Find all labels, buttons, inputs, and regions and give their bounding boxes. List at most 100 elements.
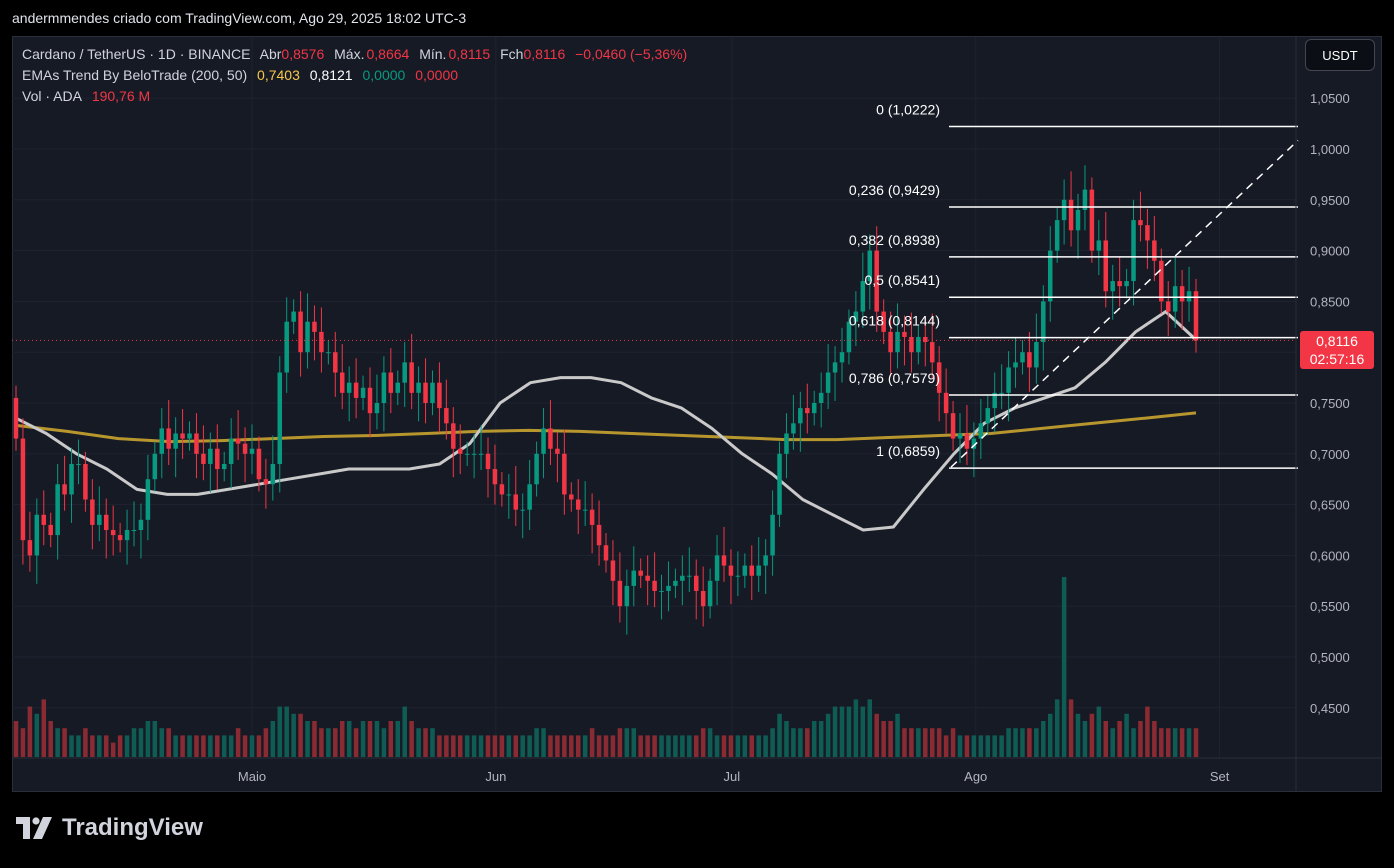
candle-body xyxy=(735,575,741,577)
volume-bar xyxy=(1165,728,1171,757)
candle-body xyxy=(513,494,519,510)
volume-bar xyxy=(811,721,817,757)
volume-bar xyxy=(749,735,755,757)
volume-bar xyxy=(1186,728,1192,757)
candle-body xyxy=(1145,225,1150,241)
volume-bar xyxy=(1110,728,1115,757)
volume-bar xyxy=(707,728,713,757)
candle-body xyxy=(1138,220,1143,226)
candle-body xyxy=(562,453,567,495)
volume-bar xyxy=(1159,728,1164,757)
volume-bar xyxy=(693,735,699,757)
candle-body xyxy=(55,484,60,536)
candle-body xyxy=(346,382,352,393)
volume-bar xyxy=(215,735,220,757)
volume-bar xyxy=(784,721,789,757)
volume-bar xyxy=(603,735,609,757)
chart-frame[interactable] xyxy=(12,36,1382,792)
volume-bars xyxy=(13,577,1199,757)
candle-body xyxy=(596,524,602,546)
candle-body xyxy=(166,428,171,449)
ema-indicator-name[interactable]: EMAs Trend By BeloTrade (200, 50) xyxy=(22,67,248,83)
volume-bar xyxy=(187,735,192,757)
volume-bar xyxy=(110,742,116,757)
attribution-text: andermmendes criado com TradingView.com,… xyxy=(12,10,467,26)
volume-bar xyxy=(117,735,123,757)
candle-body xyxy=(1193,291,1199,341)
volume-bar xyxy=(173,735,178,757)
volume-bar xyxy=(1117,721,1122,757)
volume-bar xyxy=(90,735,95,757)
candle-body xyxy=(902,331,907,337)
candle-body xyxy=(534,453,539,485)
volume-bar xyxy=(388,721,394,757)
volume-bar xyxy=(853,699,859,757)
fib-level-label: 0 (1,0222) xyxy=(876,101,940,117)
candle-body xyxy=(541,428,546,454)
volume-bar xyxy=(777,713,782,757)
candle-body xyxy=(721,555,727,566)
volume-bar xyxy=(582,735,588,757)
candle-body xyxy=(1061,199,1067,221)
candle-body xyxy=(284,321,289,373)
candle-body xyxy=(194,433,199,454)
volume-bar xyxy=(284,706,289,757)
candle-body xyxy=(499,484,505,495)
volume-bar xyxy=(520,735,525,757)
volume-bar xyxy=(194,735,199,757)
volume-bar xyxy=(888,721,893,757)
volume-bar xyxy=(992,735,997,757)
volume-bar xyxy=(902,728,907,757)
candle-body xyxy=(784,433,789,454)
volume-bar xyxy=(617,728,623,757)
volume-bar xyxy=(457,735,463,757)
candle-body xyxy=(943,392,949,414)
volume-bar xyxy=(97,735,102,757)
volume-bar xyxy=(152,721,158,757)
y-tick-label: 0,7500 xyxy=(1310,396,1350,411)
candle-body xyxy=(62,484,67,495)
candle-body xyxy=(929,342,935,363)
candle-body xyxy=(700,590,706,607)
candle-body xyxy=(610,560,616,581)
volume-bar xyxy=(228,735,234,757)
volume-bar xyxy=(978,735,984,757)
candle-body xyxy=(298,311,303,353)
candle-body xyxy=(423,382,428,403)
volume-bar xyxy=(326,728,331,757)
candle-body xyxy=(895,331,900,353)
volume-bar xyxy=(124,735,130,757)
volume-bar xyxy=(1020,728,1025,757)
symbol-name[interactable]: Cardano / TetherUS · 1D · BINANCE xyxy=(22,46,251,62)
close-label: Fch xyxy=(500,46,524,62)
volume-bar xyxy=(631,728,637,757)
volume-bar xyxy=(444,735,449,757)
volume-bar xyxy=(624,728,630,757)
currency-button[interactable]: USDT xyxy=(1305,39,1375,71)
candle-body xyxy=(1006,367,1011,393)
volume-indicator-name[interactable]: Vol · ADA xyxy=(22,88,82,104)
volume-bar xyxy=(548,735,553,757)
tradingview-brand[interactable]: TradingView xyxy=(16,814,203,842)
candle-body xyxy=(874,250,879,312)
candle-body xyxy=(145,479,151,520)
candle-body xyxy=(395,382,401,393)
high-label: Máx. xyxy=(334,46,365,62)
candle-body xyxy=(208,448,213,464)
candle-body xyxy=(437,382,442,409)
volume-bar xyxy=(700,728,706,757)
candle-body xyxy=(180,433,185,439)
volume-bar xyxy=(839,706,845,757)
candle-body xyxy=(353,382,359,398)
volume-bar xyxy=(1054,699,1060,757)
candle-body xyxy=(603,545,609,561)
fib-level-label: 0,5 (0,8541) xyxy=(865,272,941,288)
candle-body xyxy=(138,519,144,530)
volume-bar xyxy=(770,728,775,757)
candle-body xyxy=(1089,189,1095,251)
volume-bar xyxy=(763,735,768,757)
y-tick-label: 0,5500 xyxy=(1310,599,1350,614)
x-tick-label: Maio xyxy=(238,769,266,784)
volume-bar xyxy=(721,735,727,757)
